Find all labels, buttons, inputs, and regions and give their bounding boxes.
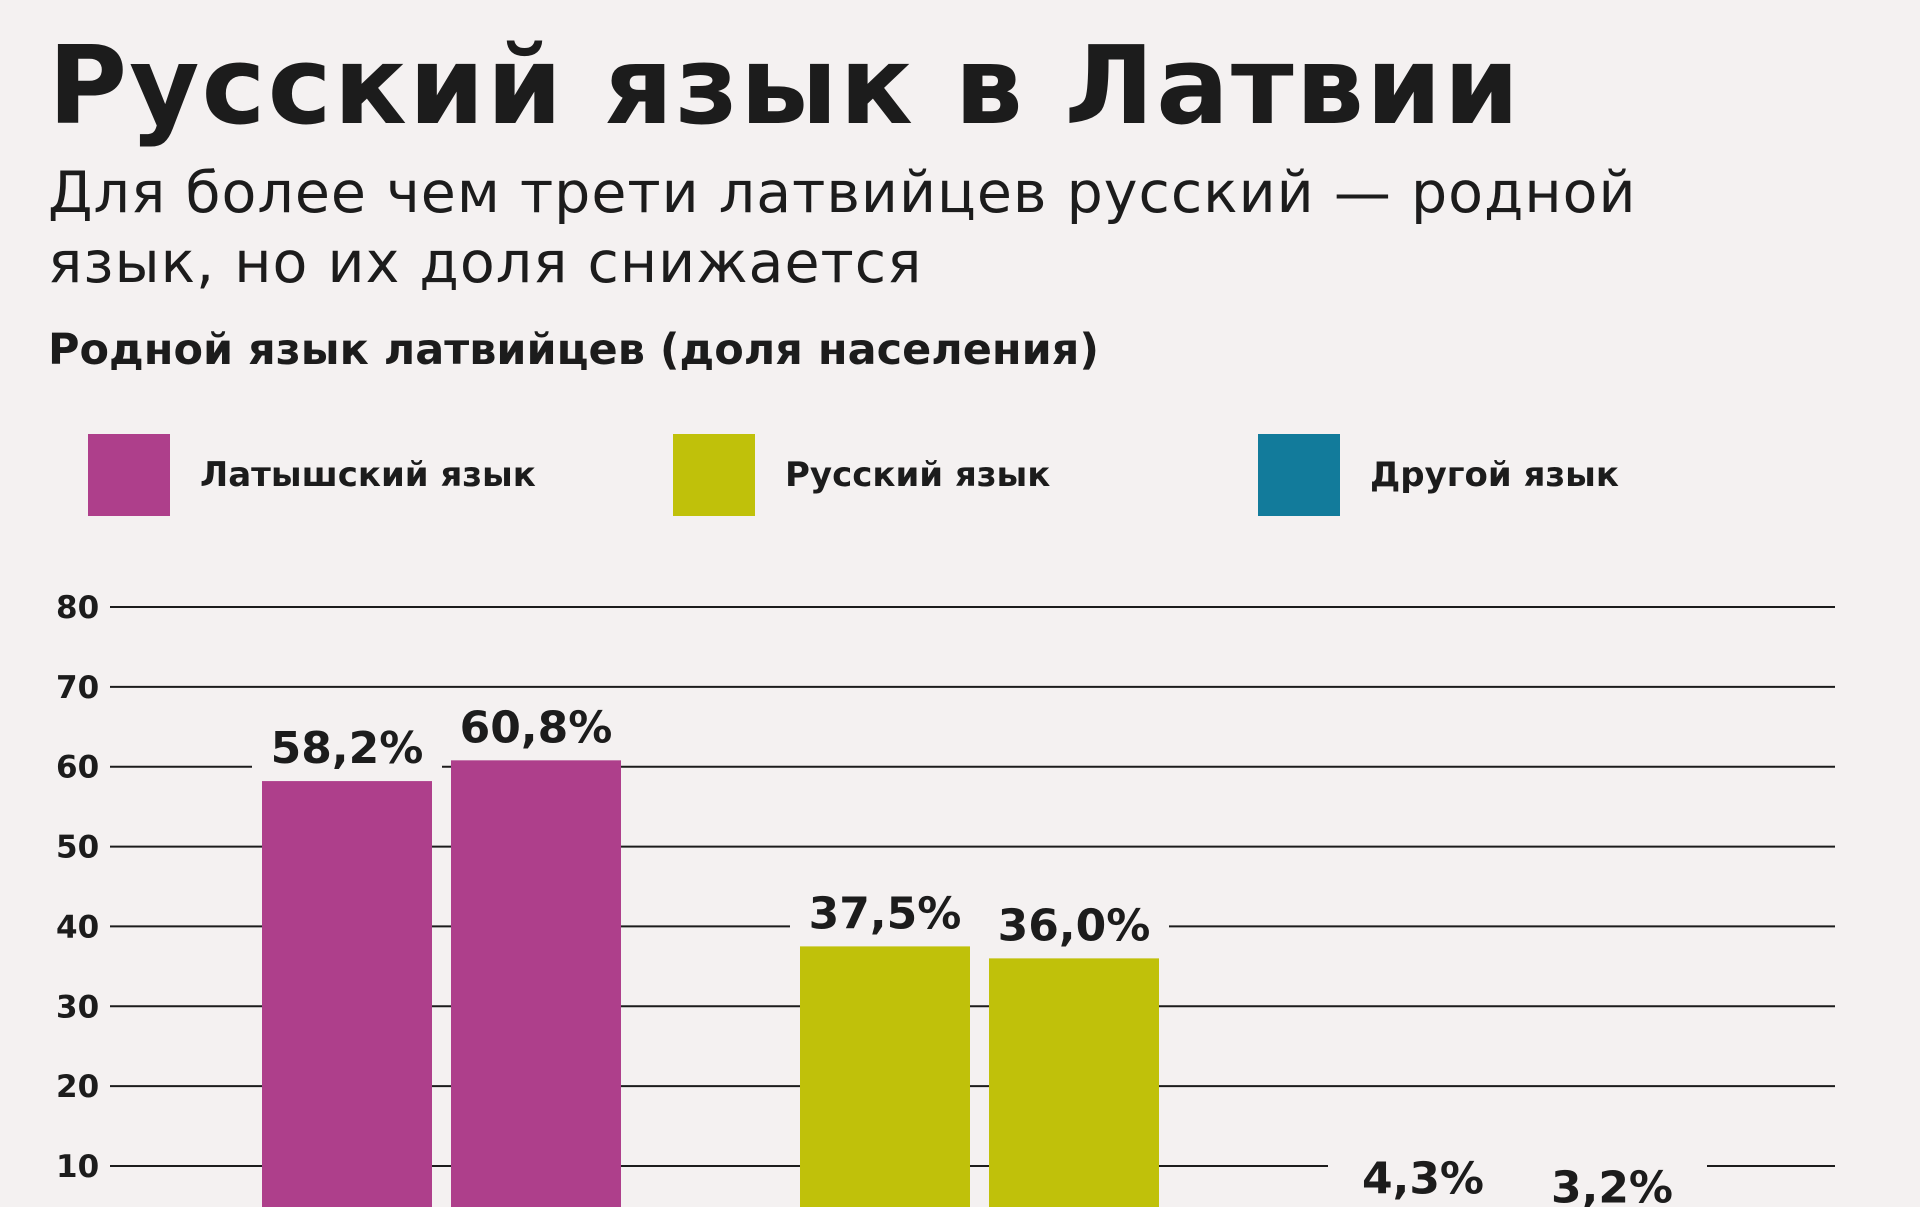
data-label-3-1: 4,3% bbox=[1362, 1154, 1484, 1205]
data-label-2-1: 37,5% bbox=[809, 888, 962, 939]
data-label-2-2: 36,0% bbox=[998, 900, 1151, 951]
legend-swatch-latvian bbox=[88, 434, 170, 516]
y-tick-label-80: 80 bbox=[56, 590, 99, 626]
legend-item-other: Другой язык bbox=[1258, 434, 1619, 516]
bar-1-1 bbox=[262, 781, 432, 1207]
y-tick-label-70: 70 bbox=[56, 670, 99, 706]
bar-2-1 bbox=[800, 946, 970, 1207]
legend-label-other: Другой язык bbox=[1370, 455, 1619, 495]
y-tick-label-40: 40 bbox=[56, 909, 99, 945]
legend-label-latvian: Латышский язык bbox=[200, 455, 536, 495]
y-tick-label-10: 10 bbox=[56, 1149, 99, 1185]
y-tick-label-30: 30 bbox=[56, 989, 99, 1025]
chart-label: Родной язык латвийцев (доля населения) bbox=[48, 325, 1100, 375]
legend-label-russian: Русский язык bbox=[785, 455, 1051, 495]
page-title: Русский язык в Латвии bbox=[48, 24, 1522, 149]
data-label-1-2: 60,8% bbox=[460, 702, 613, 753]
bar-1-2 bbox=[451, 760, 621, 1207]
y-tick-label-60: 60 bbox=[56, 750, 99, 786]
bar-2-2 bbox=[989, 958, 1159, 1207]
y-tick-label-20: 20 bbox=[56, 1069, 99, 1105]
legend-item-russian: Русский язык bbox=[673, 434, 1050, 516]
legend-swatch-other bbox=[1258, 434, 1340, 516]
y-tick-label-50: 50 bbox=[56, 830, 99, 866]
bars: 58,2% 60,8% 37,5% 36,0% 4,3% 3,2% bbox=[262, 702, 1673, 1207]
data-label-1-1: 58,2% bbox=[271, 723, 424, 774]
legend-swatch-russian bbox=[673, 434, 755, 516]
page-subtitle: Для более чем трети латвийцев русский — … bbox=[48, 160, 1637, 296]
data-label-3-2: 3,2% bbox=[1551, 1162, 1673, 1207]
legend-item-latvian: Латышский язык bbox=[88, 434, 536, 516]
